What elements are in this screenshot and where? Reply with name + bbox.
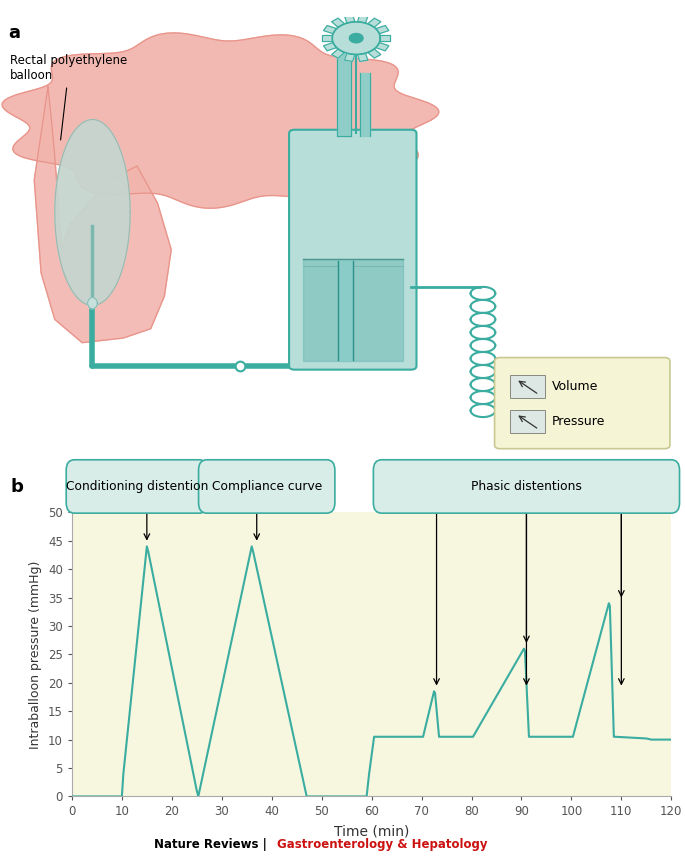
Text: Compliance curve: Compliance curve	[212, 480, 322, 493]
Text: Nature Reviews |: Nature Reviews |	[153, 838, 271, 851]
Polygon shape	[380, 35, 390, 41]
Text: Rectal polyethylene
balloon: Rectal polyethylene balloon	[10, 54, 127, 140]
Text: Conditioning distention: Conditioning distention	[66, 480, 208, 493]
Polygon shape	[34, 87, 171, 343]
Polygon shape	[358, 15, 368, 23]
FancyBboxPatch shape	[510, 410, 545, 433]
Text: Gastroenterology & Hepatology: Gastroenterology & Hepatology	[277, 838, 488, 851]
FancyBboxPatch shape	[495, 357, 670, 449]
Polygon shape	[332, 18, 345, 28]
FancyBboxPatch shape	[510, 375, 545, 399]
Polygon shape	[376, 43, 389, 51]
FancyBboxPatch shape	[289, 130, 416, 369]
Text: Phasic distentions: Phasic distentions	[471, 480, 582, 493]
Polygon shape	[55, 120, 130, 306]
Text: Pressure: Pressure	[551, 415, 605, 428]
Polygon shape	[323, 26, 336, 34]
Polygon shape	[349, 34, 363, 43]
Polygon shape	[345, 15, 355, 23]
X-axis label: Time (min): Time (min)	[334, 824, 410, 838]
Polygon shape	[88, 298, 97, 309]
Polygon shape	[323, 43, 336, 51]
Polygon shape	[332, 22, 380, 54]
Polygon shape	[2, 33, 439, 208]
Polygon shape	[322, 35, 332, 41]
Polygon shape	[368, 18, 381, 28]
Y-axis label: Intraballoon pressure (mmHg): Intraballoon pressure (mmHg)	[29, 561, 42, 748]
Text: b: b	[10, 478, 23, 496]
Polygon shape	[332, 49, 345, 58]
Text: Volume: Volume	[551, 381, 598, 393]
Polygon shape	[345, 53, 355, 61]
Polygon shape	[376, 26, 389, 34]
Polygon shape	[368, 49, 381, 58]
Polygon shape	[358, 53, 368, 61]
Text: a: a	[8, 24, 21, 42]
